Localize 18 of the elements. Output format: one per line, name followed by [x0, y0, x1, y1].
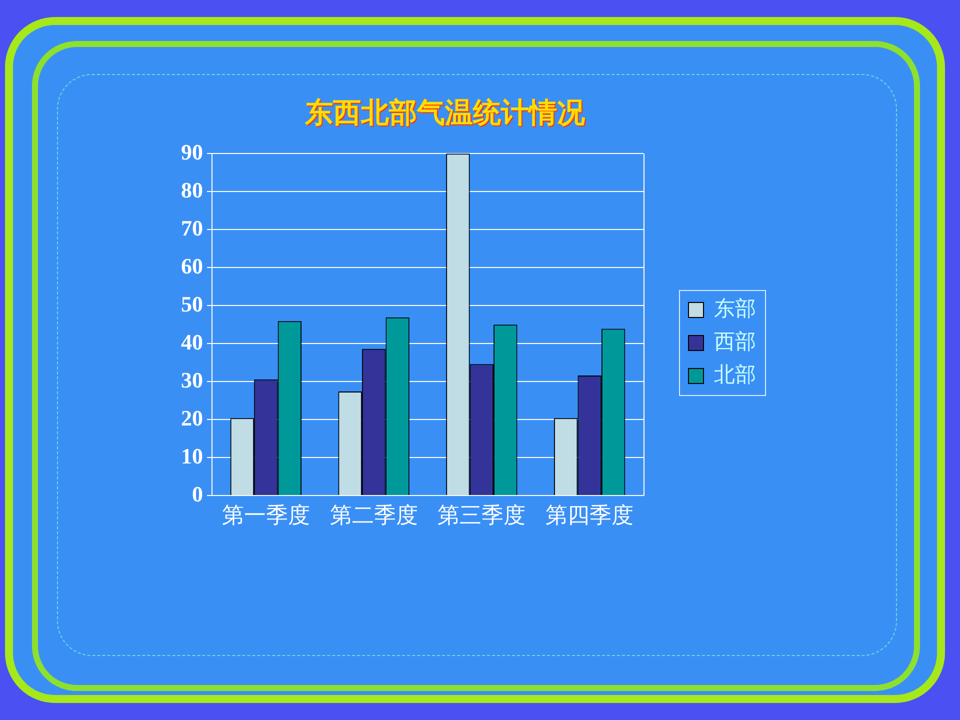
y-tick-label: 60 [181, 253, 203, 278]
y-tick-label: 50 [181, 291, 203, 316]
x-tick-label: 第一季度 [222, 502, 310, 528]
y-tick-label: 40 [181, 329, 203, 354]
y-tick-label: 20 [181, 405, 203, 430]
y-tick-label: 0 [192, 481, 203, 506]
y-tick-label: 10 [181, 443, 203, 468]
x-tick-label: 第二季度 [330, 502, 418, 528]
y-tick-label: 70 [181, 215, 203, 240]
x-tick-label: 第四季度 [546, 502, 634, 528]
legend-label: 东部 [714, 296, 756, 321]
x-tick-label: 第三季度 [438, 502, 526, 528]
chart-title: 东西北部气温统计情况 [304, 97, 586, 130]
legend-label: 西部 [714, 330, 756, 354]
legend-label: 北部 [714, 362, 756, 387]
y-tick-label: 80 [181, 177, 203, 202]
y-tick-label: 90 [181, 139, 203, 164]
y-tick-label: 30 [181, 367, 203, 392]
